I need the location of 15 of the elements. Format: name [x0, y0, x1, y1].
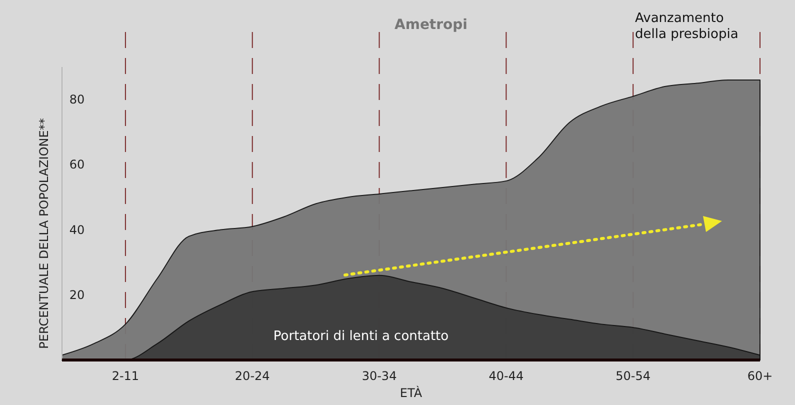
x-axis-title: ETÀ	[400, 385, 423, 400]
y-tick-label: 40	[69, 222, 85, 237]
y-tick-label: 80	[69, 92, 85, 107]
x-tick-label: 60+	[747, 369, 773, 383]
x-tick-label: 30-34	[362, 369, 397, 383]
x-tick-label: 20-24	[234, 369, 270, 383]
x-tick-label: 2-11	[112, 369, 140, 383]
x-tick-label: 40-44	[488, 369, 524, 383]
text: Ametropi	[394, 17, 468, 33]
text: Avanzamento della presbiopia	[635, 11, 738, 42]
y-tick-label: 20	[69, 288, 85, 302]
y-axis-title: PERCENTUALE DELLA POPOLAZIONE**	[37, 118, 51, 349]
y-tick-label: 60	[69, 158, 85, 172]
x-tick-label: 50-54	[616, 369, 651, 383]
series-label: Portatori di lenti a contatto	[273, 329, 449, 344]
